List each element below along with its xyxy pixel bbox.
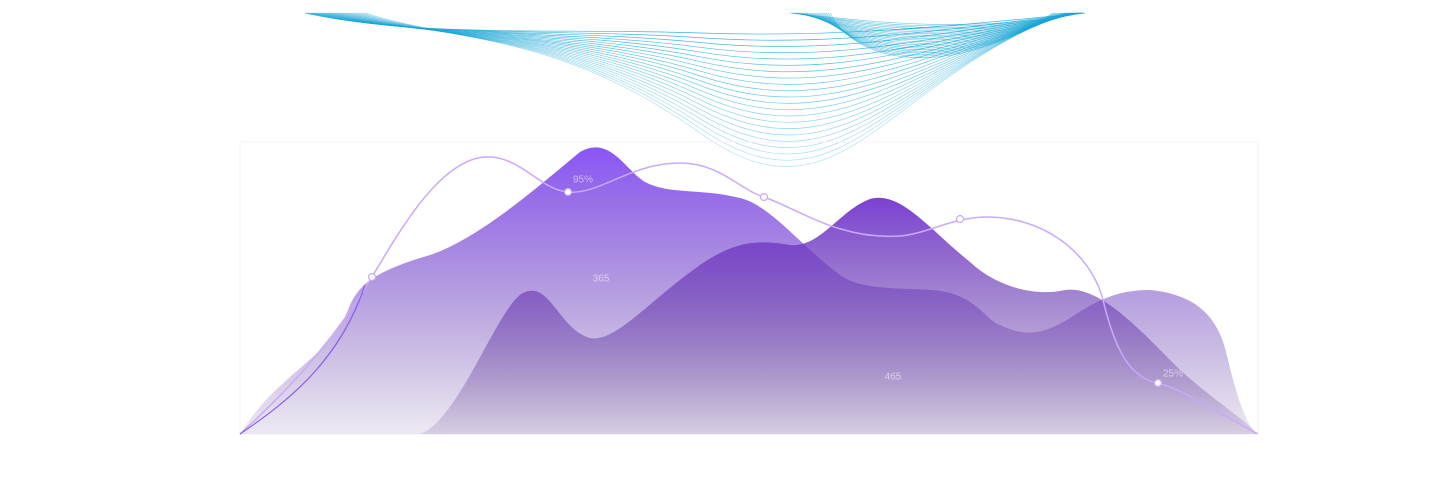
marker bbox=[563, 187, 573, 197]
wave-line bbox=[356, 12, 1068, 148]
wave-line bbox=[353, 12, 1069, 142]
label: 25% bbox=[1163, 369, 1183, 380]
front-area bbox=[420, 197, 1258, 434]
marker bbox=[759, 192, 769, 202]
wave-line bbox=[829, 12, 1054, 58]
markers bbox=[367, 187, 1163, 388]
label: 465 bbox=[885, 372, 902, 383]
wave-line bbox=[344, 12, 1072, 123]
marker bbox=[367, 272, 377, 282]
label: 365 bbox=[593, 274, 610, 285]
label: 95% bbox=[573, 175, 593, 186]
wave-line bbox=[359, 12, 1068, 155]
wave-line bbox=[347, 12, 1071, 129]
accent-line bbox=[239, 284, 366, 435]
wave-line bbox=[364, 12, 1066, 167]
marker bbox=[955, 214, 965, 224]
wave-lines bbox=[304, 12, 1086, 167]
trend-line bbox=[239, 156, 1259, 435]
wave-line bbox=[350, 12, 1070, 136]
marker bbox=[1153, 378, 1163, 388]
wave-line bbox=[362, 12, 1067, 161]
